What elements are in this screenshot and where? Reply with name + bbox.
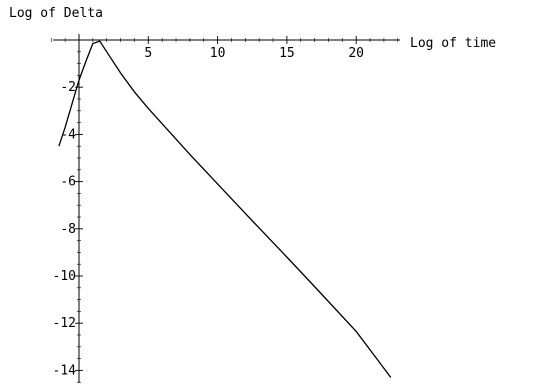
series-line xyxy=(58,40,392,378)
x-tick-labels: 5 10 15 20 xyxy=(144,46,364,61)
y-axis-title: Log of Delta xyxy=(9,6,103,21)
x-major-ticks xyxy=(147,36,357,44)
y-minor-ticks xyxy=(77,51,81,383)
y-tick-label: -14 xyxy=(53,363,77,378)
x-tick-label: 5 xyxy=(144,46,152,61)
y-tick-label: -2 xyxy=(60,80,76,95)
x-tick-label: 10 xyxy=(210,46,226,61)
y-tick-label: -12 xyxy=(53,316,76,331)
y-tick-label: -8 xyxy=(60,222,76,237)
y-tick-label: -10 xyxy=(53,269,76,284)
x-axis-title: Log of time xyxy=(410,36,496,51)
x-minor-ticks xyxy=(50,38,399,42)
series-points xyxy=(59,41,391,377)
y-tick-label: -6 xyxy=(60,175,76,190)
x-tick-label: 20 xyxy=(348,46,364,61)
y-tick-labels: -2-4-6-8-10-12-14 xyxy=(53,80,77,378)
x-tick-label: 15 xyxy=(279,46,295,61)
